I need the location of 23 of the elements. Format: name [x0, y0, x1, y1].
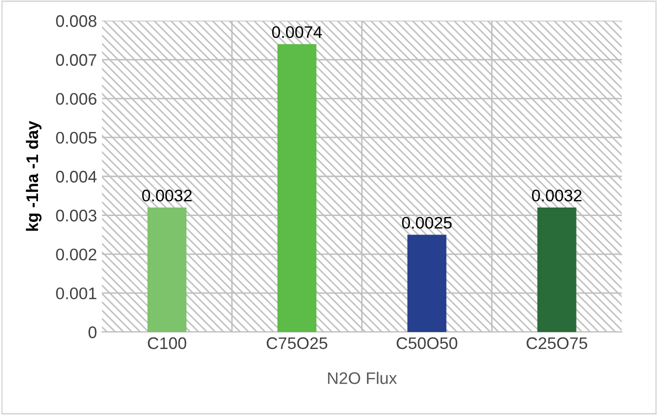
y-tick-label: 0.007	[56, 54, 96, 66]
bar	[277, 44, 316, 332]
data-label: 0.0032	[142, 190, 192, 202]
bar	[147, 208, 186, 332]
y-axis-title: kg -1ha -1 day	[26, 120, 42, 231]
y-tick-label: 0	[88, 326, 96, 338]
data-label: 0.0032	[532, 190, 582, 202]
data-label: 0.0025	[402, 216, 452, 229]
y-tick-label: 0.003	[56, 210, 96, 222]
x-axis-title: N2O Flux	[328, 372, 397, 384]
bar	[407, 234, 446, 332]
y-tick-label: 0.006	[56, 92, 96, 105]
data-label: 0.0074	[272, 26, 322, 38]
x-tick-label: C100	[148, 337, 186, 350]
x-tick-label: C25O75	[526, 337, 588, 350]
y-tick-label: 0.004	[56, 170, 97, 183]
y-tick-label: 0.008	[56, 15, 96, 27]
x-tick-label: C50O50	[396, 337, 458, 350]
y-tick-label: 0.005	[56, 132, 96, 144]
bar	[537, 208, 576, 332]
y-tick-label: 0.002	[56, 248, 96, 260]
x-tick-label: C75O25	[266, 337, 328, 350]
y-tick-label: 0.001	[56, 287, 96, 300]
